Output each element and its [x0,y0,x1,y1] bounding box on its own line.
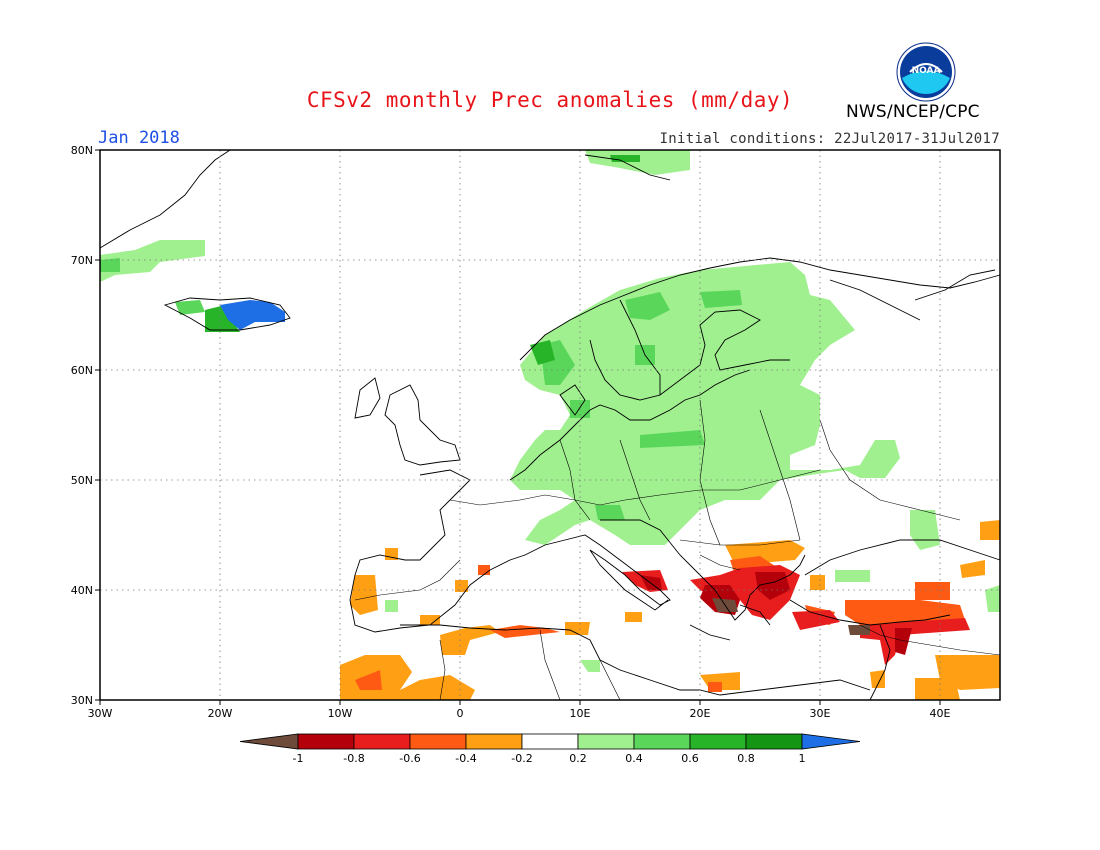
legend-swatch-highest [801,733,861,750]
lat-label: 30N [71,694,93,707]
axis-ticks [95,149,941,705]
map-frame [99,149,1001,701]
lon-label: 20W [208,707,233,720]
legend-swatch-lowest [239,733,299,750]
lon-label: 10E [570,707,591,720]
legend-swatch [633,733,691,750]
agency-label: NWS/NCEP/CPC [846,102,980,122]
lon-label: 40E [930,707,951,720]
legend-level-label: -1 [293,752,304,765]
initial-conditions-label: Initial conditions: 22Jul2017-31Jul2017 [659,131,1000,147]
longitude-labels: 30W 20W 10W 0 10E 20E 30E 40E [88,707,951,720]
legend-level-label: 0.8 [737,752,755,765]
coastlines [99,149,1001,701]
moderate-negative-areas [355,556,965,692]
legend-swatch [689,733,747,750]
legend-level-label: -0.4 [455,752,476,765]
strong-positive-areas [205,155,640,365]
color-legend: -1 -0.8 -0.6 -0.4 -0.2 0.2 0.4 0.6 0.8 1 [239,733,861,765]
lon-label: 10W [328,707,353,720]
moderate-positive-areas [100,258,742,520]
legend-level-label: -0.8 [343,752,364,765]
legend-swatch [353,733,411,750]
legend-level-label: 0.6 [681,752,699,765]
legend-swatch [465,733,523,750]
legend-swatch [297,733,355,750]
noaa-logo-icon: NOAA [896,42,956,102]
logo-text: NOAA [912,66,941,76]
lat-label: 40N [71,584,93,597]
lon-label: 30W [88,707,113,720]
legend-level-label: 1 [799,752,806,765]
gridlines [100,150,1000,700]
lat-label: 60N [71,364,93,377]
legend-level-label: 0.4 [625,752,643,765]
lat-label: 50N [71,474,93,487]
lat-label: 80N [71,144,93,157]
legend-swatch [745,733,803,750]
legend-swatch [521,733,579,750]
latitude-labels: 30N 40N 50N 60N 70N 80N [71,144,93,707]
legend-swatch [409,733,467,750]
very-strong-positive-areas [220,300,285,330]
map-title: CFSv2 monthly Prec anomalies (mm/day) [306,88,794,112]
legend-swatch [577,733,635,750]
lon-label: 0 [457,707,464,720]
legend-level-label: 0.2 [569,752,587,765]
lon-label: 30E [810,707,831,720]
legend-level-label: -0.6 [399,752,420,765]
lat-label: 70N [71,254,93,267]
valid-month-label: Jan 2018 [98,128,180,148]
weak-negative-areas [340,520,1000,700]
lon-label: 20E [690,707,711,720]
legend-level-label: -0.2 [511,752,532,765]
